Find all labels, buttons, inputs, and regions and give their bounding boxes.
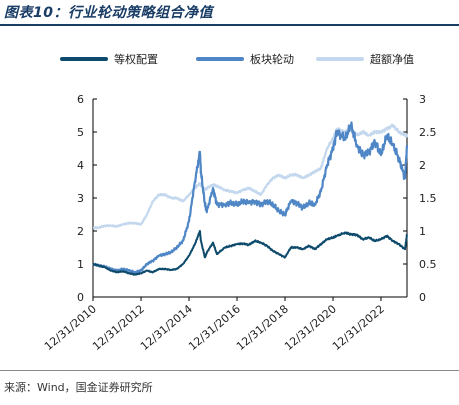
source-divider (0, 370, 459, 371)
y-left-tick-label: 0 (77, 291, 84, 304)
source-note: 来源：Wind，国金证券研究所 (4, 381, 153, 394)
legend-label: 板块轮动 (250, 52, 294, 66)
series-line-sector-rotation (92, 121, 409, 274)
legend-label: 等权配置 (114, 52, 158, 66)
x-tick-label: 12/31/2020 (282, 302, 339, 353)
y-right-tick-label: 1 (419, 225, 426, 238)
line-chart: 等权配置 板块轮动 超额净值 0 1 2 3 4 5 6 0 0.5 1 1.5 2 2.5 3 12/31/2… (42, 52, 437, 353)
legend-label: 超额净值 (370, 52, 414, 66)
y-right-tick-label: 2.5 (419, 126, 437, 139)
x-tick-label: 12/31/2016 (186, 302, 243, 353)
figure-title: 图表10：行业轮动策略组合净值 (4, 5, 213, 21)
y-left-tick-label: 1 (77, 258, 84, 271)
y-right-tick-label: 2 (419, 159, 426, 172)
series-line-equal-weight (92, 230, 408, 276)
y-right-tick-label: 0 (419, 291, 426, 304)
x-tick-label: 12/31/2012 (90, 302, 147, 353)
chart-legend: 等权配置 板块轮动 超额净值 (60, 52, 414, 66)
x-tick-label: 12/31/2022 (330, 302, 387, 353)
title-underline (0, 24, 459, 26)
y-left-tick-label: 6 (77, 93, 84, 106)
y-right-tick-label: 0.5 (419, 258, 437, 271)
chart-series (92, 121, 409, 276)
y-left-tick-label: 2 (77, 225, 84, 238)
x-tick-label: 12/31/2010 (42, 302, 99, 353)
y-left-tick-label: 3 (77, 192, 84, 205)
x-tick-label: 12/31/2014 (138, 302, 195, 353)
y-right-tick-label: 1.5 (419, 192, 437, 205)
y-left-tick-label: 5 (77, 126, 84, 139)
y-right-tick-label: 3 (419, 93, 426, 106)
series-line-excess-nav (92, 123, 409, 230)
x-tick-label: 12/31/2018 (234, 302, 291, 353)
y-left-tick-label: 4 (77, 159, 84, 172)
